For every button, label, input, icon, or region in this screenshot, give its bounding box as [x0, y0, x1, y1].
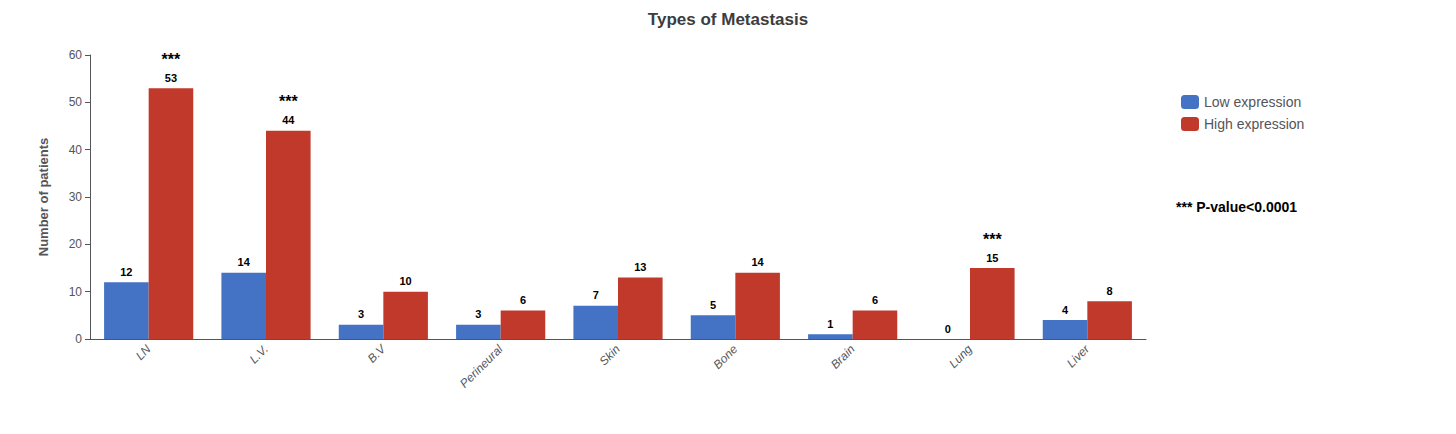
- svg-text:30: 30: [69, 190, 83, 204]
- svg-text:20: 20: [69, 237, 83, 251]
- svg-text:B.V: B.V: [365, 341, 389, 365]
- svg-text:3: 3: [475, 308, 481, 320]
- svg-text:60: 60: [69, 48, 83, 62]
- svg-text:0: 0: [945, 323, 951, 335]
- svg-text:15: 15: [986, 252, 998, 264]
- svg-text:3: 3: [358, 308, 364, 320]
- svg-text:53: 53: [165, 72, 177, 84]
- svg-text:1: 1: [827, 318, 833, 330]
- svg-text:12: 12: [120, 266, 132, 278]
- svg-text:Number of patients: Number of patients: [36, 138, 51, 256]
- svg-text:Types of Metastasis: Types of Metastasis: [648, 10, 808, 29]
- svg-text:Liver: Liver: [1064, 341, 1093, 370]
- svg-text:***: ***: [983, 231, 1002, 248]
- svg-text:4: 4: [1062, 304, 1069, 316]
- svg-text:10: 10: [69, 285, 83, 299]
- svg-text:13: 13: [634, 261, 646, 273]
- svg-text:Skin: Skin: [597, 342, 624, 369]
- svg-text:Perineural: Perineural: [457, 342, 506, 391]
- svg-text:Low expression: Low expression: [1204, 94, 1301, 110]
- svg-text:*** P-value<0.0001: *** P-value<0.0001: [1176, 199, 1297, 215]
- svg-text:5: 5: [710, 299, 716, 311]
- svg-text:Lung: Lung: [946, 342, 975, 371]
- svg-text:8: 8: [1107, 285, 1113, 297]
- svg-text:LN: LN: [133, 342, 154, 363]
- svg-text:40: 40: [69, 143, 83, 157]
- svg-text:14: 14: [752, 256, 765, 268]
- svg-text:14: 14: [238, 256, 251, 268]
- svg-text:7: 7: [593, 289, 599, 301]
- svg-text:10: 10: [400, 275, 412, 287]
- svg-text:6: 6: [520, 294, 526, 306]
- svg-text:L.V.: L.V.: [247, 342, 271, 366]
- svg-text:High expression: High expression: [1204, 116, 1304, 132]
- svg-text:0: 0: [75, 332, 82, 346]
- svg-text:6: 6: [872, 294, 878, 306]
- svg-text:50: 50: [69, 95, 83, 109]
- svg-text:Bone: Bone: [711, 342, 741, 372]
- svg-text:***: ***: [162, 51, 181, 68]
- svg-text:***: ***: [279, 93, 298, 110]
- svg-text:44: 44: [282, 114, 295, 126]
- svg-text:Brain: Brain: [828, 342, 858, 372]
